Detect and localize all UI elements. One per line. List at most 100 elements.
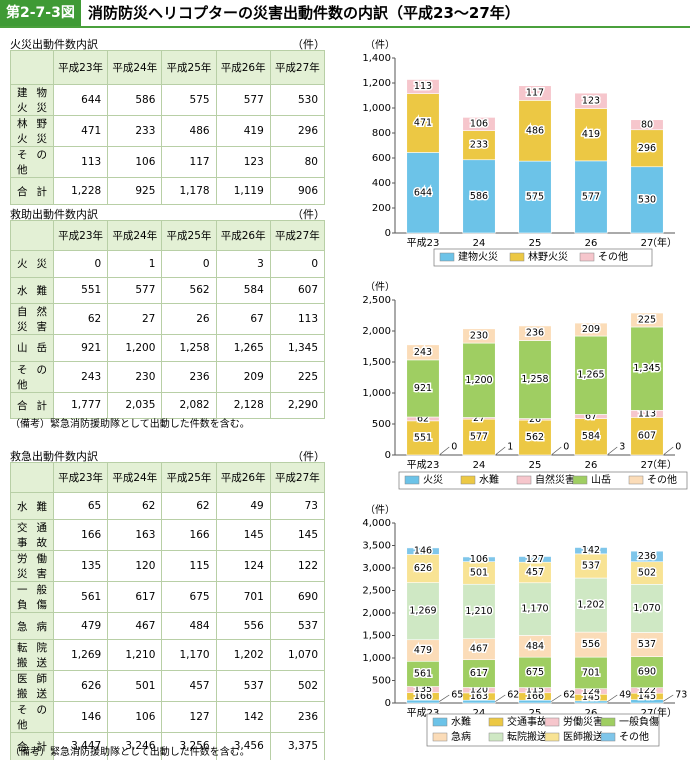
y-tick-label: 4,000: [362, 518, 391, 529]
row: その他 113 106 117 123 80: [10, 146, 326, 178]
row: 合計 1,228 925 1,178 1,119 906: [10, 177, 326, 205]
cell: 209: [215, 360, 271, 393]
value-label: 1,265: [577, 370, 604, 381]
bar-segment: [574, 160, 608, 234]
cell: 3,456: [215, 732, 271, 760]
leader-line: [495, 694, 506, 702]
header-row: 平成23年 平成24年 平成25年 平成26年 平成27年: [10, 50, 326, 85]
row-label: その他: [10, 360, 54, 393]
cell: 530: [269, 84, 326, 116]
bar-segment: [574, 322, 608, 337]
legend-label: 火災: [423, 474, 443, 486]
value-label: 584: [582, 431, 600, 442]
y-tick-label: 1,000: [362, 103, 391, 114]
leader-line: [663, 694, 674, 702]
cell: 49: [215, 491, 271, 521]
cell: 2,290: [269, 391, 326, 419]
cell: 551: [52, 276, 109, 304]
cell: 120: [107, 550, 163, 583]
cell: 1,202: [215, 639, 271, 672]
value-label: 1: [507, 442, 513, 453]
row: その他 243 230 236 209 225: [10, 360, 326, 393]
cell: 1,345: [269, 334, 326, 362]
cell: 0: [52, 250, 109, 278]
cell: 113: [269, 303, 326, 335]
cell: 561: [52, 581, 109, 614]
table-note: （備考）緊急消防援助隊として出動した件数を含む。: [10, 419, 250, 430]
legend-label: 自然災害: [535, 473, 575, 486]
bar-segment: [406, 554, 440, 583]
cell: 626: [52, 670, 109, 703]
value-label: 296: [638, 143, 656, 154]
bar-segment: [574, 108, 608, 162]
cell: 67: [215, 303, 271, 335]
value-label: 65: [451, 690, 463, 701]
cell: 3,256: [161, 732, 217, 760]
cell: 457: [161, 670, 217, 703]
legend-swatch: [628, 475, 644, 485]
value-label: 62: [507, 690, 519, 701]
cell: 2,128: [215, 391, 271, 419]
value-label: 1,170: [521, 604, 548, 615]
legend-swatch: [432, 732, 448, 742]
cell: 484: [161, 612, 217, 641]
row: 医師搬送 626 501 457 537 502: [10, 670, 326, 703]
row-label: 医師搬送: [10, 670, 54, 703]
cell: 296: [269, 115, 326, 147]
legend-swatch: [516, 475, 532, 485]
bar-segment: [518, 556, 552, 563]
bar-segment: [518, 100, 552, 162]
legend-box: [433, 248, 653, 267]
value-label: 577: [582, 191, 600, 202]
column-header: 平成27年: [269, 220, 326, 251]
row-label: 林野火災: [10, 115, 54, 147]
value-label: 1,202: [577, 600, 604, 611]
row: 建物火災 644 586 575 577 530: [10, 84, 326, 116]
cell: 124: [215, 550, 271, 583]
value-label: 675: [526, 667, 544, 678]
legend-box: [426, 713, 660, 747]
bar-segment: [574, 631, 608, 658]
row: 山岳 921 1,200 1,258 1,265 1,345: [10, 334, 326, 362]
row: 一般負傷 561 617 675 701 690: [10, 581, 326, 614]
cell: 236: [269, 701, 326, 734]
legend-label: その他: [619, 730, 649, 743]
value-label: 106: [470, 119, 488, 130]
bar-segment: [462, 418, 496, 456]
y-tick-label: 200: [372, 203, 391, 214]
value-label: 577: [470, 432, 488, 443]
bar-segment: [462, 659, 496, 688]
cell: 73: [269, 491, 326, 521]
y-tick-label: 1,200: [362, 78, 391, 89]
table: 平成23年 平成24年 平成25年 平成26年 平成27年 水難 65 62 62 49 73 交通事…: [10, 462, 326, 760]
row-label: 一般負傷: [10, 581, 54, 614]
cell: 675: [161, 581, 217, 614]
bar-segment: [406, 359, 440, 418]
value-label: 607: [638, 431, 656, 442]
value-label: 146: [414, 546, 432, 557]
bar-segment: [406, 582, 440, 641]
x-tick-label: 25: [529, 460, 542, 471]
bar-segment: [630, 312, 664, 328]
column-header: 平成26年: [215, 220, 271, 251]
table: 平成23年 平成24年 平成25年 平成26年 平成27年 建物火災 644 586 575 57…: [10, 50, 326, 205]
y-tick-label: 0: [385, 228, 391, 239]
table-title-text: 救急出動件数内訳: [10, 450, 98, 463]
figure-number: 第2-7-3図: [0, 0, 81, 26]
cell: 575: [161, 84, 217, 116]
y-tick-label: 0: [385, 450, 391, 461]
value-label: 1,269: [409, 606, 436, 617]
value-label: 3: [619, 442, 625, 453]
legend-swatch: [600, 732, 616, 742]
cell: 921: [52, 334, 109, 362]
value-label: 123: [582, 95, 600, 106]
y-axis-label: （件）: [365, 39, 395, 51]
value-label: 479: [414, 645, 432, 656]
row: 急病 479 467 484 556 537: [10, 612, 326, 641]
cell: 113: [52, 146, 109, 178]
value-label: 626: [414, 563, 432, 574]
y-tick-label: 600: [372, 153, 391, 164]
value-label: 644: [414, 187, 432, 198]
legend-label: 建物火災: [458, 250, 498, 263]
